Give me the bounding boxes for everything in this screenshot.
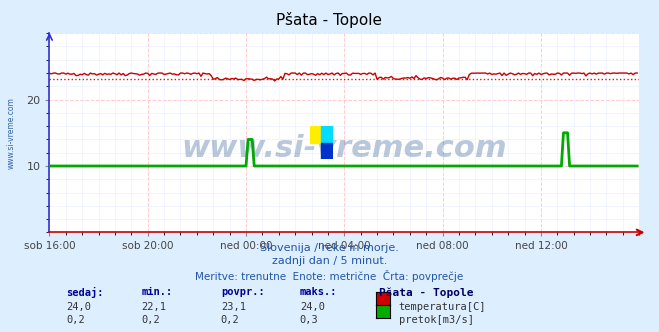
Text: 0,2: 0,2 — [221, 315, 239, 325]
Bar — [322, 143, 333, 159]
Text: Pšata - Topole: Pšata - Topole — [277, 12, 382, 28]
Text: min.:: min.: — [142, 287, 173, 297]
Text: 22,1: 22,1 — [142, 302, 167, 312]
Text: pretok[m3/s]: pretok[m3/s] — [399, 315, 474, 325]
Text: www.si-vreme.com: www.si-vreme.com — [181, 134, 507, 163]
Bar — [310, 126, 322, 143]
Text: 23,1: 23,1 — [221, 302, 246, 312]
Text: www.si-vreme.com: www.si-vreme.com — [7, 97, 16, 169]
Text: zadnji dan / 5 minut.: zadnji dan / 5 minut. — [272, 256, 387, 266]
Text: 0,2: 0,2 — [66, 315, 84, 325]
Text: Meritve: trenutne  Enote: metrične  Črta: povprečje: Meritve: trenutne Enote: metrične Črta: … — [195, 270, 464, 282]
Text: maks.:: maks.: — [300, 287, 337, 297]
Text: Slovenija / reke in morje.: Slovenija / reke in morje. — [260, 243, 399, 253]
Bar — [322, 126, 333, 143]
Text: povpr.:: povpr.: — [221, 287, 264, 297]
Text: 24,0: 24,0 — [66, 302, 91, 312]
Text: Pšata - Topole: Pšata - Topole — [379, 287, 473, 298]
Text: sedaj:: sedaj: — [66, 287, 103, 298]
Text: temperatura[C]: temperatura[C] — [399, 302, 486, 312]
Text: 0,3: 0,3 — [300, 315, 318, 325]
Text: 0,2: 0,2 — [142, 315, 160, 325]
Text: 24,0: 24,0 — [300, 302, 325, 312]
